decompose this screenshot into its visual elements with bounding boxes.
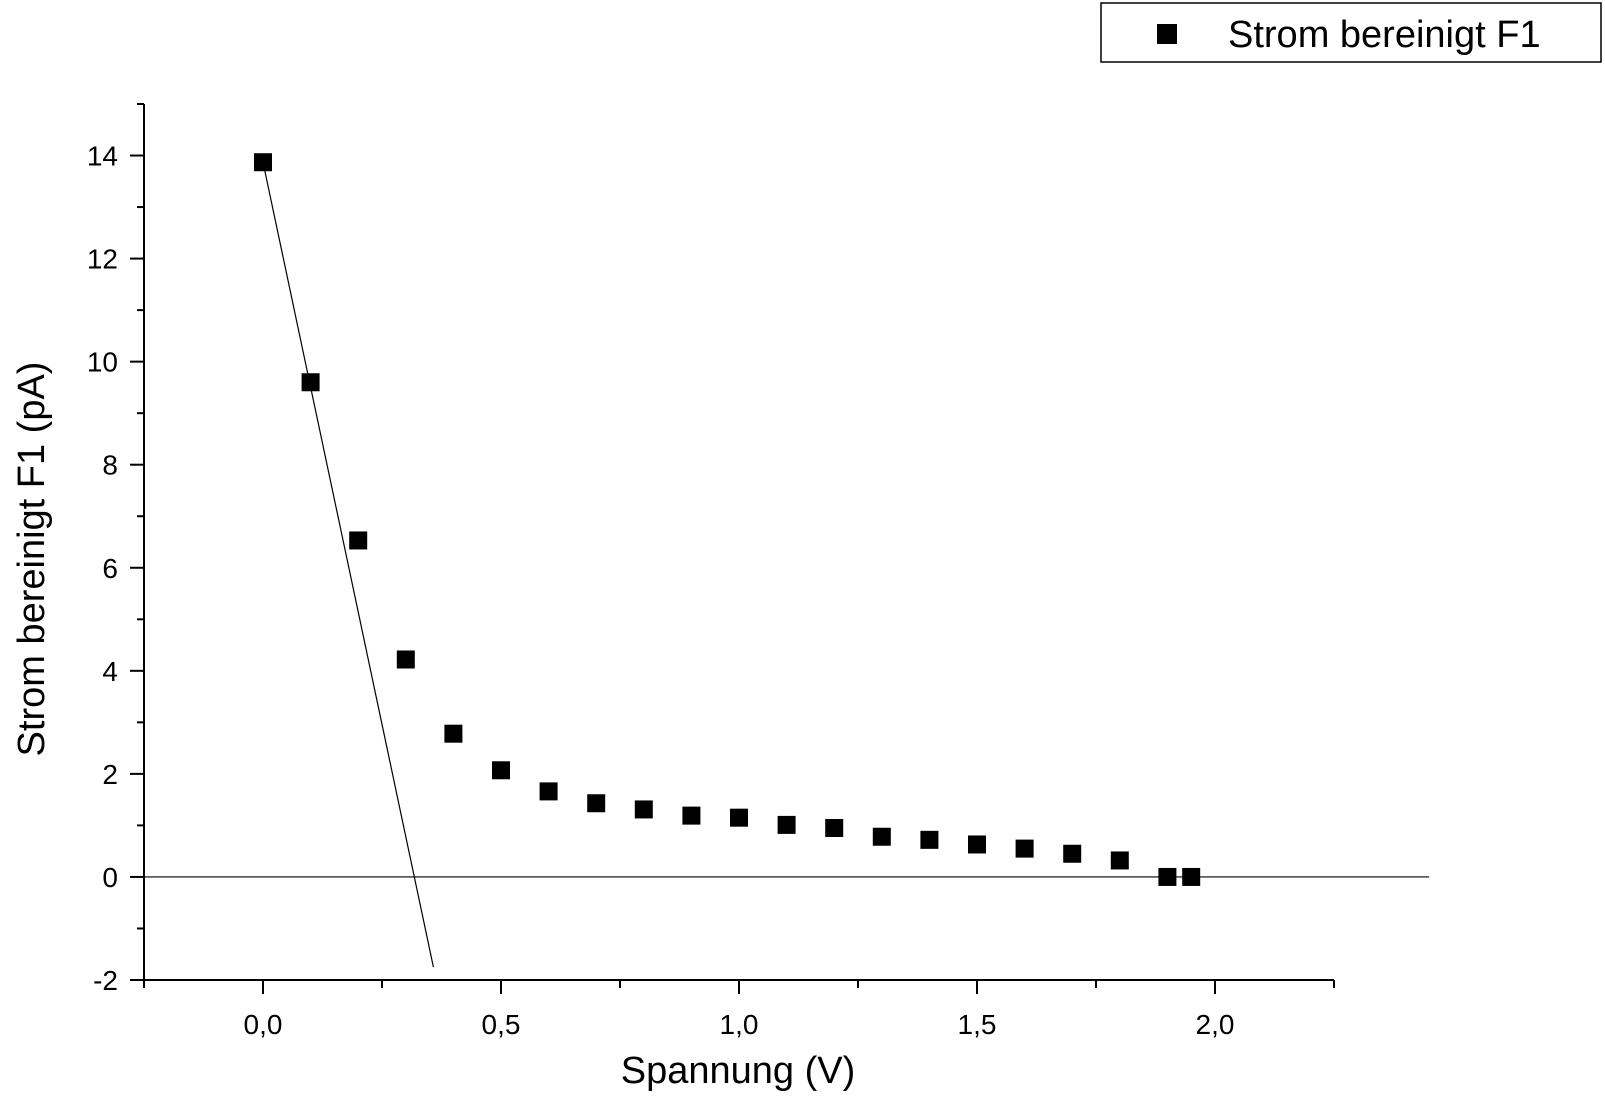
data-point (492, 761, 510, 780)
ticks: -2 0 2 4 6 8 10 12 14 0,0 0,5 1,0 1,5 2,0 (87, 103, 1335, 1040)
data-point (444, 724, 463, 743)
data-point (920, 830, 939, 849)
y-tick-label: 14 (87, 141, 118, 172)
legend-label: Strom bereinigt F1 (1228, 14, 1541, 56)
data-point (1063, 844, 1082, 863)
fit-line (262, 162, 434, 968)
legend: Strom bereinigt F1 (1100, 2, 1602, 63)
data-point (1182, 867, 1201, 886)
data-point (396, 650, 415, 669)
y-tick-label: 12 (87, 244, 118, 275)
data-points (254, 153, 1201, 886)
data-point (682, 806, 701, 825)
y-axis-label: Strom bereinigt F1 (pA) (11, 362, 53, 757)
data-point (539, 782, 558, 801)
legend-frame (1100, 2, 1602, 63)
data-point (777, 815, 796, 834)
y-tick-label: 8 (102, 450, 118, 481)
data-point (968, 835, 986, 854)
data-point (730, 808, 748, 827)
axes (143, 104, 1334, 981)
data-point (634, 800, 653, 819)
y-tick-label: 0 (102, 862, 118, 893)
y-tick-label: 4 (102, 656, 118, 687)
y-tick-label: 6 (102, 553, 118, 584)
x-axis-label: Spannung (V) (621, 1050, 856, 1092)
x-tick-label: 1,0 (720, 1009, 759, 1040)
y-tick-label: 10 (87, 347, 118, 378)
data-point (254, 153, 272, 172)
data-point (1015, 839, 1034, 858)
data-point (1110, 851, 1129, 870)
data-point (872, 827, 891, 846)
x-tick-label: 1,5 (958, 1009, 997, 1040)
legend-marker (1157, 24, 1177, 44)
data-point (587, 794, 606, 813)
data-point (301, 373, 320, 392)
data-point (825, 818, 844, 837)
y-tick-label: 2 (102, 759, 118, 790)
reference-lines (144, 162, 1430, 968)
x-tick-label: 0,0 (244, 1009, 283, 1040)
x-tick-label: 2,0 (1196, 1009, 1235, 1040)
data-point (1158, 867, 1177, 886)
data-point (349, 531, 368, 550)
x-tick-label: 0,5 (482, 1009, 521, 1040)
y-tick-label: -2 (93, 965, 118, 996)
